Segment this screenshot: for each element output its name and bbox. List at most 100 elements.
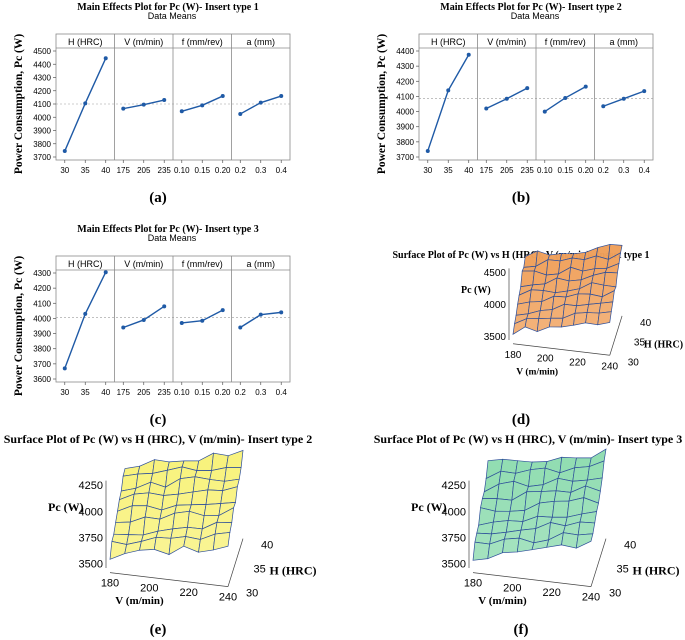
surface-patch [528, 467, 546, 487]
z-tick-label: 3500 [484, 332, 507, 343]
y-axis-label: Power Consumption, Pc (W) [376, 34, 388, 175]
x-tick-label: 0.3 [255, 388, 267, 397]
y-tick-label: 4300 [33, 74, 51, 83]
y-tick-label: 3700 [33, 153, 51, 162]
surface-patch [212, 532, 231, 551]
main-effects-plot-insert-3: Main Effects Plot for Pc (W)- Insert typ… [13, 224, 291, 397]
z-tick-label: 4250 [442, 480, 466, 492]
data-point [200, 103, 205, 108]
series-line [123, 305, 165, 329]
panel-label: f (mm/rev) [182, 259, 223, 269]
x-tick-label: 220 [179, 587, 197, 599]
surface-patch [176, 491, 194, 506]
y-tick-label: 4400 [396, 47, 414, 56]
y-tick-label: 4400 [33, 60, 51, 69]
main-effects-plot-insert-1: Main Effects Plot for Pc (W)- Insert typ… [13, 2, 291, 175]
data-point [62, 366, 67, 371]
x-tick-label: 30 [60, 388, 69, 397]
y-tick-label: 40 [624, 540, 636, 552]
x-tick-label: 0.15 [557, 166, 573, 175]
data-point [103, 56, 108, 61]
z-tick-label: 3750 [79, 532, 103, 544]
surface-plot-insert-2: Surface Plot of Pc (W) vs H (HRC), V (m/… [4, 432, 317, 607]
x-tick-label: 235 [158, 166, 172, 175]
x-tick-label: 205 [500, 166, 514, 175]
y-axis-label: Power Consumption, Pc (W) [13, 34, 25, 175]
surface-patch [548, 317, 564, 328]
y-tick-label: 40 [640, 318, 652, 329]
surface-patch [131, 492, 150, 507]
surface-patch [598, 301, 614, 314]
data-point [141, 102, 146, 107]
data-point [258, 100, 263, 105]
y-axis-line [590, 538, 607, 587]
y-tick-label: 4000 [396, 108, 414, 117]
series-line [64, 271, 107, 369]
surface-patch [561, 532, 579, 549]
y-tick-label: 30 [628, 357, 640, 368]
chart-title: Main Effects Plot for Pc (W)- Insert typ… [77, 224, 258, 235]
x-tick-label: 40 [101, 166, 110, 175]
x-tick-label: 0.10 [174, 388, 190, 397]
data-point [621, 96, 626, 101]
y-tick-label: 3900 [33, 330, 51, 339]
caption-f: (f) [514, 622, 529, 638]
y-tick-label: 30 [246, 588, 258, 600]
data-point [103, 270, 108, 275]
panel-label: a (mm) [247, 259, 276, 269]
y-axis-label: H (HRC) [270, 564, 317, 578]
surface-patch [137, 459, 155, 475]
y-tick-label: 4100 [33, 299, 51, 308]
data-point [121, 325, 126, 330]
data-point [466, 52, 471, 57]
surface-patch [553, 490, 572, 502]
data-point [121, 106, 126, 111]
caption-c: (c) [150, 412, 167, 428]
caption-b: (b) [512, 190, 530, 206]
data-point [563, 95, 568, 100]
y-tick-label: 3600 [33, 375, 51, 384]
surface-patch [168, 536, 187, 556]
data-point [179, 320, 184, 325]
data-point [583, 84, 588, 89]
surface-patch [576, 293, 591, 307]
surface-patch [507, 509, 526, 522]
x-tick-label: 0.4 [276, 166, 288, 175]
y-tick-label: 3700 [396, 153, 414, 162]
x-tick-label: 175 [117, 166, 131, 175]
x-axis-label: V (m/min) [516, 367, 558, 378]
x-tick-label: 35 [444, 166, 453, 175]
surface-patch [205, 489, 224, 505]
y-tick-label: 40 [261, 540, 273, 552]
data-point [83, 101, 88, 106]
caption-e: (e) [150, 622, 167, 638]
panel-label: a (mm) [247, 37, 276, 47]
x-tick-label: 240 [219, 592, 237, 604]
y-axis-label: H (HRC) [633, 564, 680, 578]
x-tick-label: 0.15 [194, 388, 210, 397]
z-tick-label: 4000 [79, 506, 103, 518]
data-point [525, 86, 530, 91]
data-point [279, 310, 284, 315]
x-tick-label: 220 [569, 357, 586, 368]
z-axis-label: Pc (W) [411, 500, 447, 514]
surface-patch [536, 317, 552, 333]
caption-a: (a) [149, 190, 167, 206]
series-line [427, 54, 470, 152]
y-tick-label: 3700 [33, 360, 51, 369]
data-point [83, 311, 88, 316]
panel-label: H (HRC) [68, 37, 103, 47]
surface-patch [502, 537, 520, 554]
surface-patch [109, 540, 128, 560]
z-tick-label: 4000 [442, 506, 466, 518]
data-point [238, 325, 243, 330]
data-point [484, 106, 489, 111]
surface-plot-insert-1: Surface Plot of Pc (W) vs H (HRC), V (m/… [392, 243, 683, 378]
y-tick-label: 35 [254, 564, 266, 576]
surface-patch [177, 476, 196, 495]
data-point [279, 94, 284, 99]
chart-subtitle: Data Means [511, 11, 560, 21]
surface-patch [575, 533, 594, 549]
x-axis-label: V (m/min) [115, 595, 164, 607]
